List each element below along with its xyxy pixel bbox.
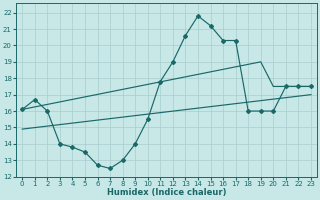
X-axis label: Humidex (Indice chaleur): Humidex (Indice chaleur) [107,188,226,197]
